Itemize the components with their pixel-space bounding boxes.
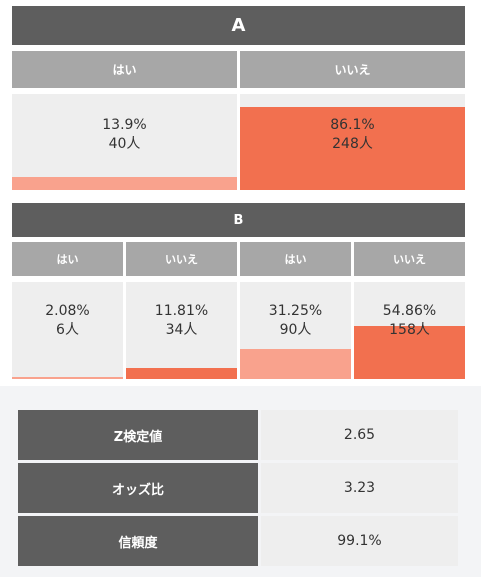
section-b-col3-header: はい: [240, 242, 351, 276]
section-b-count-3: 90人: [279, 322, 312, 338]
section-b-bar-2: [126, 368, 237, 379]
stats-row-odds: オッズ比 3.23: [18, 463, 458, 513]
stats-row-z: Z検定値 2.65: [18, 410, 458, 460]
section-b-count-2: 34人: [165, 322, 198, 338]
stats-value-odds: 3.23: [261, 463, 458, 513]
section-a-count-yes: 40人: [108, 136, 141, 152]
section-b-bar-3: [240, 349, 351, 379]
section-b-percent-4: 54.86%: [382, 303, 437, 319]
section-a-col-no-header: いいえ: [240, 51, 465, 88]
stats-label-odds: オッズ比: [18, 463, 258, 513]
section-a-cell-no: 86.1% 248人: [240, 94, 465, 190]
stats-table: Z検定値 2.65 オッズ比 3.23 信頼度 99.1%: [0, 406, 481, 577]
section-b-count-1: 6人: [56, 322, 79, 338]
section-b-bar-1: [12, 377, 123, 379]
section-a-bar-no: [240, 107, 465, 190]
section-b-cell-4: 54.86% 158人: [354, 282, 465, 379]
stats-value-z: 2.65: [261, 410, 458, 460]
section-a-title: A: [12, 6, 465, 45]
section-b-col1-header: はい: [12, 242, 123, 276]
section-a-cell-yes: 13.9% 40人: [12, 94, 237, 190]
section-b-col4-header: いいえ: [354, 242, 465, 276]
section-a-col-yes-header: はい: [12, 51, 237, 88]
section-b-col2-header: いいえ: [126, 242, 237, 276]
stats-label-z: Z検定値: [18, 410, 258, 460]
section-b-percent-1: 2.08%: [45, 303, 90, 319]
section-a-bar-yes: [12, 177, 237, 190]
stats-row-confidence: 信頼度 99.1%: [18, 516, 458, 566]
section-b-cell-1: 2.08% 6人: [12, 282, 123, 379]
section-a-percent-no: 86.1%: [330, 117, 375, 133]
stats-value-confidence: 99.1%: [261, 516, 458, 566]
section-b-cell-3: 31.25% 90人: [240, 282, 351, 379]
section-b-bar-4: [354, 326, 465, 379]
section-b-title: B: [12, 203, 465, 237]
section-b-percent-3: 31.25%: [268, 303, 323, 319]
section-a-count-no: 248人: [332, 136, 373, 152]
stats-label-confidence: 信頼度: [18, 516, 258, 566]
results-panel: A はい いいえ 13.9% 40人 86.1% 248人 B はい いいえ は…: [0, 0, 481, 386]
section-b-cell-2: 11.81% 34人: [126, 282, 237, 379]
section-b-count-4: 158人: [389, 322, 430, 338]
section-a-percent-yes: 13.9%: [102, 117, 147, 133]
section-b-percent-2: 11.81%: [154, 303, 209, 319]
